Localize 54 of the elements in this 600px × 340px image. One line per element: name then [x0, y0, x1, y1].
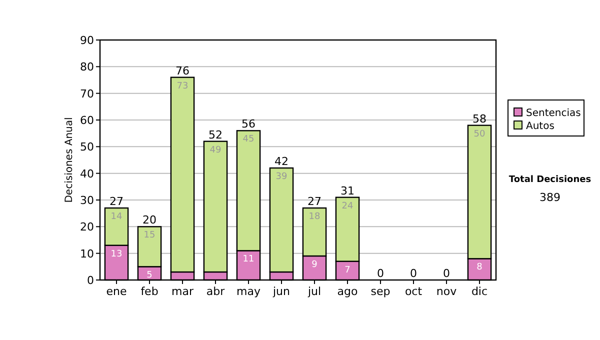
- x-tick-label: ene: [106, 285, 127, 298]
- data-label: 14: [110, 212, 122, 222]
- text: Total Decisiones: [508, 175, 592, 185]
- x-tick-label: abr: [206, 285, 226, 298]
- data-label: 45: [242, 134, 254, 145]
- data-label: 7: [344, 265, 350, 276]
- total-label: 56: [242, 118, 256, 131]
- data-label: 13: [110, 249, 122, 260]
- total-label: 0: [377, 267, 384, 280]
- y-tick-label: 40: [80, 167, 94, 180]
- y-tick-label: 90: [80, 34, 94, 47]
- y-tick-label: 80: [80, 60, 94, 74]
- total-label: 0: [410, 267, 417, 280]
- x-tick-label: nov: [436, 285, 458, 298]
- total-label: 27: [308, 195, 322, 208]
- data-label: 39: [276, 172, 288, 182]
- x-tick-label: mar: [172, 285, 194, 298]
- y-tick-label: 20: [80, 220, 94, 234]
- y-tick-label: 50: [80, 140, 94, 154]
- total-label: 58: [472, 112, 486, 126]
- data-label: 24: [342, 201, 354, 212]
- x-tick-label: feb: [140, 285, 158, 298]
- y-axis-title: Decisiones Anual: [64, 117, 75, 203]
- text: 389: [540, 191, 560, 204]
- data-label: 73: [176, 81, 188, 92]
- x-tick-label: oct: [404, 285, 423, 298]
- x-tick-label: dic: [471, 285, 488, 298]
- data-label: 9: [312, 260, 318, 270]
- total-label: 27: [110, 195, 124, 208]
- x-tick-label: ago: [337, 285, 358, 298]
- x-tick-label: jun: [272, 285, 290, 298]
- data-label: 11: [242, 254, 254, 265]
- legend-label: Sentencias: [526, 108, 581, 119]
- total-label: 0: [443, 267, 450, 280]
- total-label: 20: [142, 214, 156, 227]
- total-label: 76: [176, 64, 190, 78]
- data-label: 49: [210, 145, 222, 156]
- data-label: 50: [474, 129, 486, 140]
- total-label: 31: [340, 184, 354, 198]
- legend-label: Autos: [526, 121, 554, 132]
- data-label: 5: [146, 270, 152, 281]
- total-label: 42: [274, 155, 288, 168]
- x-tick-label: jul: [306, 285, 322, 298]
- y-tick-label: 60: [80, 114, 94, 127]
- x-tick-label: may: [236, 285, 261, 298]
- data-label: 8: [476, 262, 483, 273]
- y-tick-label: 10: [80, 247, 94, 260]
- x-tick-label: sep: [370, 285, 390, 298]
- y-tick-label: 0: [87, 274, 94, 287]
- y-tick-label: 30: [80, 194, 94, 207]
- y-tick-label: 70: [80, 87, 94, 100]
- data-label: 18: [308, 212, 320, 222]
- data-label: 15: [144, 230, 156, 241]
- total-label: 52: [208, 128, 222, 142]
